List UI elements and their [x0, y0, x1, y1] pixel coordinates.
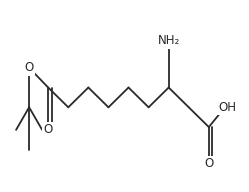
Text: O: O — [204, 157, 213, 170]
Text: OH: OH — [218, 101, 236, 114]
Text: O: O — [24, 61, 34, 74]
Text: O: O — [44, 123, 53, 136]
Text: NH₂: NH₂ — [158, 34, 180, 47]
